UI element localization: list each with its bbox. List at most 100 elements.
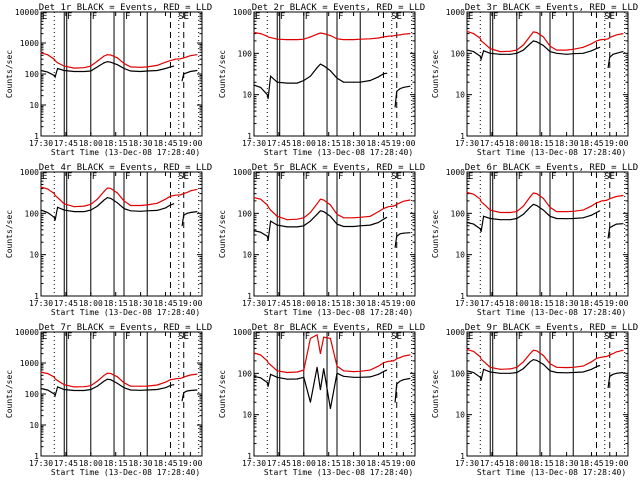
lld-point: [164, 381, 166, 383]
events-point: [612, 53, 614, 55]
y-tick-label: 1: [247, 292, 252, 301]
panel-chart: Det 8r BLACK = Events, RED = LLD 1 10 100 10…: [218, 323, 425, 477]
lld-point: [590, 361, 592, 363]
lld-point: [63, 203, 65, 205]
lld-point: [529, 196, 531, 198]
lld-point: [392, 360, 394, 362]
events-point: [173, 384, 175, 386]
events-point: [622, 51, 624, 53]
events-point: [276, 224, 278, 226]
lld-point: [359, 216, 361, 218]
events-point: [186, 72, 188, 74]
events-point: [377, 373, 379, 375]
events-point: [96, 66, 98, 68]
events-point: [536, 204, 538, 206]
y-tick-label: 1000: [20, 359, 39, 368]
events-point: [499, 372, 501, 374]
events-point: [409, 377, 411, 379]
lld-point: [382, 208, 384, 210]
marker-label: SE: [391, 172, 402, 182]
lld-point: [276, 38, 278, 40]
lld-point: [359, 38, 361, 40]
lld-point: [146, 66, 148, 68]
events-point: [267, 98, 269, 100]
events-point: [90, 70, 92, 72]
detector-panel: Det 3r BLACK = Events, RED = LLD 1 10 100 10…: [426, 0, 639, 160]
events-point: [549, 215, 551, 217]
x-tick-label: 18:15: [104, 139, 128, 148]
events-point: [516, 371, 518, 373]
plot-frame: [40, 11, 203, 137]
lld-point: [522, 361, 524, 363]
lld-point: [599, 201, 601, 203]
lld-point: [369, 369, 371, 371]
events-point: [303, 376, 305, 378]
events-point: [566, 218, 568, 220]
events-point: [595, 48, 597, 50]
x-tick-label: 17:30: [29, 459, 53, 468]
lld-point: [595, 357, 597, 359]
lld-point: [615, 196, 617, 198]
lld-point: [73, 67, 75, 69]
lld-point: [169, 60, 171, 62]
events-point: [615, 223, 617, 225]
events-point: [549, 370, 551, 372]
lld-point: [266, 204, 268, 206]
marker-label: F: [518, 332, 523, 342]
events-point: [260, 377, 262, 379]
lld-point: [63, 384, 65, 386]
events-point: [529, 43, 531, 45]
lld-point: [253, 352, 255, 354]
events-point: [566, 53, 568, 55]
events-point: [556, 52, 558, 54]
events-point: [266, 382, 268, 384]
detector-panel: Det 1r BLACK = Events, RED = LLD 1 10 100 10…: [0, 0, 213, 160]
y-tick-label: 10000: [15, 8, 39, 17]
x-tick-label: 18:15: [530, 139, 554, 148]
marker-label: E: [255, 332, 260, 342]
x-tick-label: 18:30: [342, 299, 366, 308]
events-point: [316, 366, 318, 368]
y-tick-label: 10: [29, 251, 39, 260]
events-point: [536, 41, 538, 43]
lld-point: [582, 46, 584, 48]
lld-point: [183, 193, 185, 195]
events-point: [47, 71, 49, 73]
marker-label: F: [67, 12, 72, 22]
lld-point: [343, 217, 345, 219]
x-tick-label: 17:30: [455, 459, 479, 468]
lld-point: [595, 40, 597, 42]
lld-point: [359, 370, 361, 372]
plot-frame: [466, 331, 629, 457]
x-tick-label: 18:00: [292, 139, 316, 148]
y-tick-label: 1: [460, 452, 465, 461]
marker-label: F: [551, 12, 556, 22]
events-point: [189, 211, 191, 213]
lld-point: [599, 357, 601, 359]
lld-point: [319, 32, 321, 34]
lld-point: [622, 195, 624, 197]
events-point: [599, 364, 601, 366]
lld-point: [267, 362, 269, 364]
lld-point: [319, 353, 321, 355]
lld-point: [605, 199, 607, 201]
plot-frame: [466, 11, 629, 137]
lld-point: [73, 386, 75, 388]
lld-point: [146, 204, 148, 206]
lld-point: [336, 213, 338, 215]
lld-point: [542, 197, 544, 199]
marker-label: E: [255, 172, 260, 182]
events-point: [181, 400, 183, 402]
lld-point: [386, 206, 388, 208]
events-point: [582, 52, 584, 54]
marker-label: F: [518, 172, 523, 182]
events-point: [377, 222, 379, 224]
x-tick-label: 18:30: [555, 459, 579, 468]
y-tick-label: 100: [25, 390, 40, 399]
detector-panel: Det 8r BLACK = Events, RED = LLD 1 10 100 10…: [213, 320, 426, 480]
events-point: [599, 210, 601, 212]
events-point: [622, 223, 624, 225]
lld-point: [336, 38, 338, 40]
lld-point: [590, 43, 592, 45]
lld-point: [392, 205, 394, 207]
